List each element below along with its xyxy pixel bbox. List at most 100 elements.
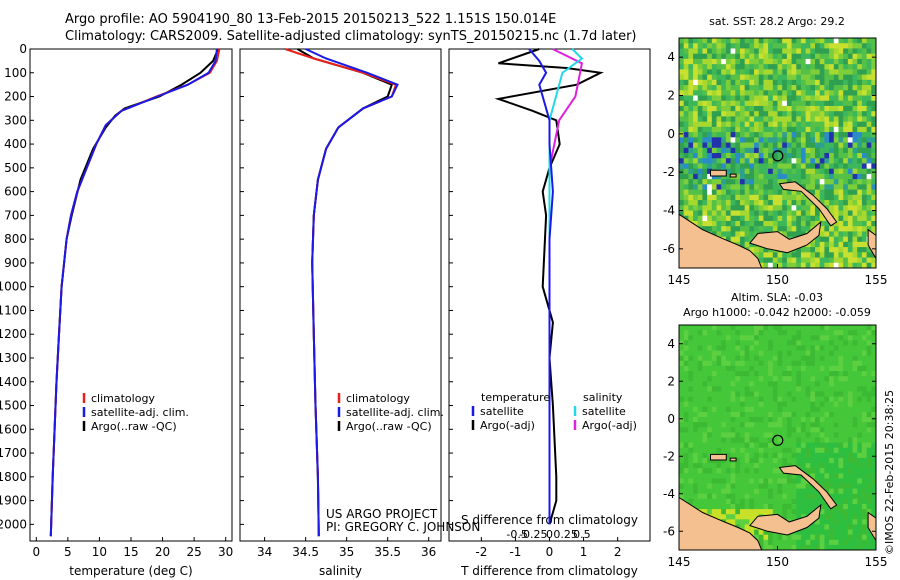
sla-map-cell [725, 432, 731, 438]
sst-map-cell [688, 153, 694, 159]
sla-map-cell [702, 422, 708, 428]
sla-map-cell [782, 534, 788, 541]
sla-map-cell [758, 417, 764, 423]
sst-map-cell [758, 126, 764, 133]
sst-map-cell [768, 58, 774, 65]
sla-map-cell [777, 539, 783, 546]
sla-map-cell [782, 386, 788, 392]
sst-map-cell [744, 95, 750, 102]
sla-map-cell [711, 498, 717, 505]
sst-map-cell [772, 226, 778, 232]
sst-map-cell [763, 247, 769, 253]
sst-map-cell [838, 231, 844, 238]
sst-map-cell [861, 147, 868, 154]
sla-map-cell [871, 401, 877, 408]
sst-map-cell [679, 158, 685, 164]
sst-map-cell [758, 189, 764, 196]
sst-map-cell [796, 226, 802, 232]
sst-map-cell [857, 231, 863, 238]
sla-map-cell [861, 350, 868, 357]
sla-map-cell [829, 483, 835, 490]
sla-map-cell [693, 483, 699, 490]
sst-map-cell [707, 116, 713, 123]
sst-map-cell [679, 95, 685, 102]
sla-map-cell [683, 457, 689, 464]
sst-map-cell [772, 189, 778, 196]
sst-map-cell [688, 58, 694, 65]
sla-map-cell [852, 488, 858, 495]
sla-map-cell [711, 447, 717, 454]
sla-map-cell [805, 411, 811, 418]
sla-map-cell [735, 406, 741, 413]
sst-map-cell [852, 90, 858, 96]
sst-map-cell [763, 137, 769, 143]
sla-map-cell [693, 411, 699, 418]
sst-map-cell [763, 173, 769, 180]
sst-map-cell [782, 132, 788, 138]
sst-map-cell [763, 48, 769, 55]
sst-map-cell [744, 236, 750, 243]
sst-map-cell [866, 205, 872, 211]
sla-map-cell [871, 493, 877, 500]
sla-map-cell [829, 524, 835, 530]
sst-map-cell [861, 43, 868, 49]
sla-map-cell [829, 468, 835, 474]
sla-map-cell [866, 478, 872, 484]
sla-map-cell [833, 498, 839, 505]
sst-map-cell [725, 153, 731, 159]
sst-map-cell [847, 236, 853, 243]
sst-map-cell [702, 69, 708, 75]
sla-map-cell [824, 386, 830, 392]
sla-map-cell [815, 457, 821, 464]
sst-map-cell [725, 147, 731, 154]
sst-map-cell [735, 58, 741, 65]
sst-map-cell [744, 58, 750, 65]
sla-map-cell [716, 422, 722, 428]
sla-map-cell [711, 483, 717, 490]
sst-map-cell [688, 53, 694, 60]
sst-map-cell [866, 121, 872, 128]
sst-lat-label: 2 [667, 89, 675, 103]
sst-map-cell [777, 53, 783, 60]
sst-map-cell [707, 220, 713, 227]
sla-map-cell [721, 442, 727, 449]
sla-map-cell [754, 340, 760, 346]
sla-map-cell [730, 488, 736, 495]
sla-map-cell [693, 493, 699, 500]
sla-map-cell [693, 417, 699, 423]
sst-map-cell [819, 226, 825, 232]
sla-map-cell [805, 509, 811, 515]
sst-map-cell [730, 137, 736, 143]
sla-map-cell [772, 509, 778, 515]
sst-map-cell [819, 163, 825, 170]
sst-map-cell [815, 74, 821, 81]
sst-map-cell [768, 210, 774, 217]
sst-map-cell [847, 247, 853, 253]
sst-map-cell [857, 137, 863, 143]
sla-map-cell [861, 381, 868, 387]
sst-map-cell [763, 189, 769, 196]
sst-map-cell [707, 69, 713, 75]
sla-map-cell [838, 350, 844, 357]
sst-map-cell [716, 158, 722, 164]
sst-map-cell [838, 220, 844, 227]
sst-map-cell [777, 79, 783, 86]
sst-map-cell [857, 105, 863, 112]
sla-map-cell [739, 473, 746, 479]
sla-map-cell [702, 360, 708, 367]
sla-map-cell [847, 340, 853, 346]
sla-map-cell [697, 396, 703, 403]
sla-map-cell [829, 442, 835, 449]
sla-map-cell [866, 463, 872, 469]
sla-map-cell [815, 498, 821, 505]
sst-map-cell [800, 74, 807, 81]
sst-map-cell [782, 257, 788, 264]
sst-map-cell [857, 220, 863, 227]
sst-map-cell [711, 200, 717, 206]
sst-map-cell [702, 179, 708, 185]
sla-map-cell [810, 325, 816, 331]
sst-map-cell [819, 121, 825, 128]
sst-map-cell [739, 48, 746, 55]
sst-map-cell [772, 179, 778, 185]
sla-map-cell [810, 447, 816, 454]
